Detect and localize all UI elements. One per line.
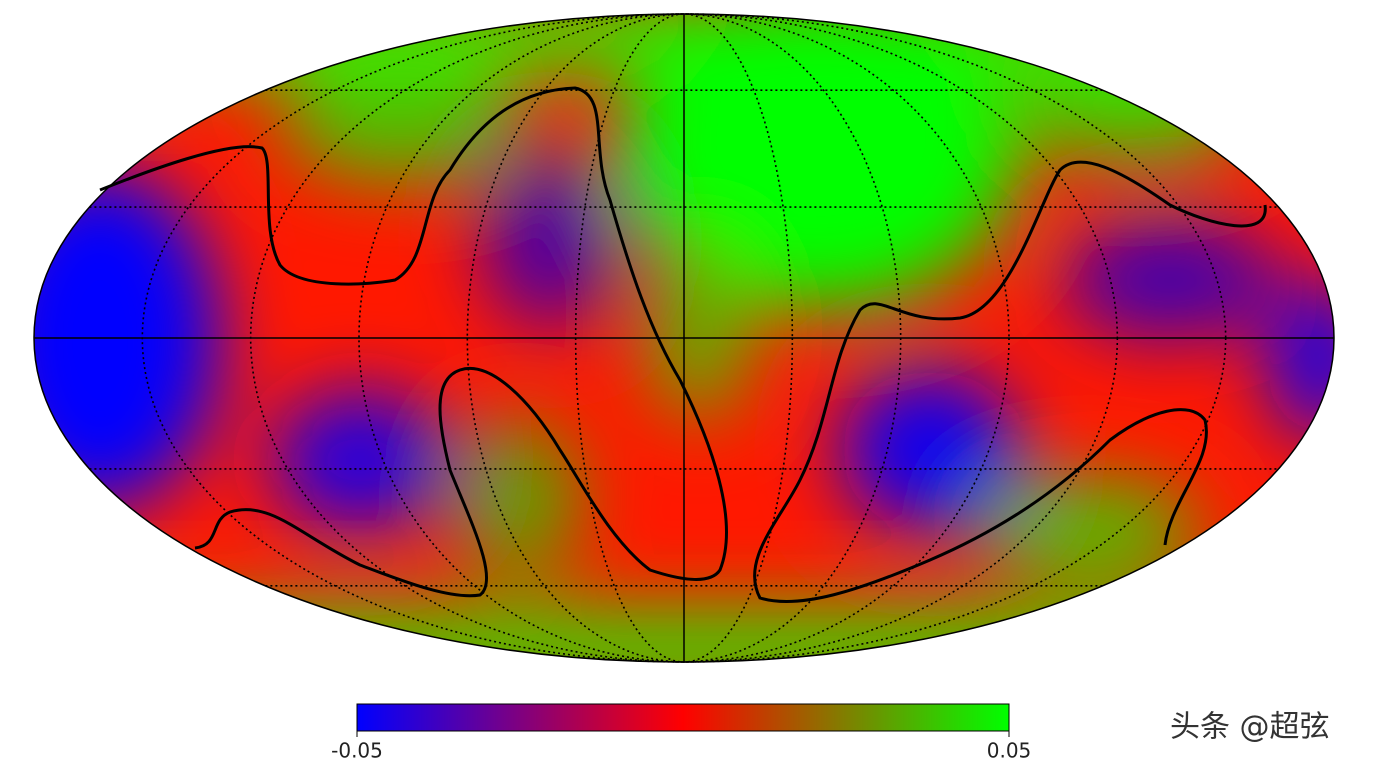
contour (99, 86, 728, 598)
contours (99, 86, 1267, 604)
contour (753, 160, 1267, 604)
colorbar-tick-label: 0.05 (987, 739, 1032, 763)
colorbar-tick-label: -0.05 (331, 739, 383, 763)
graticule (34, 13, 1334, 663)
watermark: 头条 @超弦 (1170, 710, 1330, 745)
colorbar (356, 703, 1010, 732)
map-border (33, 13, 1335, 663)
